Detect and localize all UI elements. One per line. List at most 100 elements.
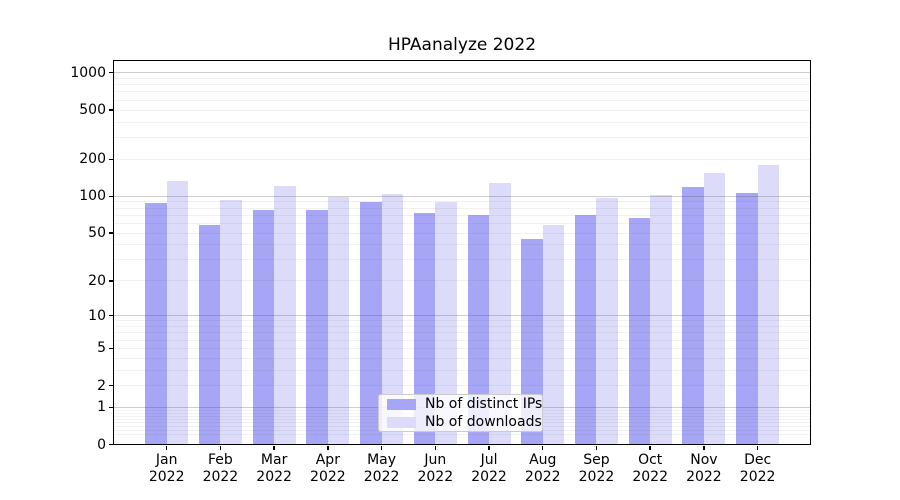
- legend-label: Nb of distinct IPs: [425, 396, 543, 412]
- y-tick-label: 200: [79, 151, 106, 168]
- y-tick-label: 0: [97, 436, 106, 453]
- y-tick: [108, 314, 113, 317]
- x-tick: [327, 445, 329, 451]
- gridline-minor: [114, 320, 810, 322]
- y-tick: [108, 232, 113, 234]
- bar-distinct-ips: [413, 213, 436, 445]
- x-tick: [756, 445, 759, 451]
- bar-distinct-ips: [252, 210, 275, 445]
- x-tick-label: Aug 2022: [524, 452, 561, 485]
- y-tick: [108, 280, 113, 282]
- bar-distinct-ips: [736, 192, 758, 445]
- x-tick-label: Dec 2022: [739, 452, 776, 485]
- y-tick: [108, 109, 113, 111]
- legend-item: Nb of distinct IPs: [387, 396, 542, 412]
- gridline-minor: [114, 77, 810, 79]
- x-tick-label: Jul 2022: [471, 452, 507, 485]
- y-tick: [108, 195, 113, 197]
- bar-distinct-ips: [467, 215, 490, 445]
- gridline-minor: [114, 158, 810, 160]
- bar-downloads: [435, 201, 457, 445]
- gridline-minor: [114, 121, 810, 123]
- x-tick-label: Feb 2022: [202, 452, 239, 485]
- x-tick-label: Apr 2022: [310, 452, 346, 485]
- legend-swatch-distinct-ips: [387, 398, 416, 410]
- x-tick: [488, 445, 490, 451]
- gridline-minor: [114, 222, 810, 224]
- bar-downloads: [650, 194, 672, 445]
- bar-downloads: [703, 173, 726, 445]
- x-tick-label: Sep 2022: [578, 452, 615, 485]
- gridline-minor: [114, 201, 810, 203]
- gridline-minor: [114, 136, 810, 138]
- gridline-minor: [114, 347, 810, 349]
- y-tick-label: 2: [97, 377, 106, 394]
- gridline-minor: [114, 339, 810, 341]
- gridline-minor: [114, 244, 810, 246]
- bar-downloads: [220, 200, 242, 445]
- y-tick: [108, 384, 113, 387]
- gridline-minor: [114, 99, 810, 101]
- x-tick-label: Jan 2022: [148, 452, 185, 485]
- bar-downloads: [596, 197, 618, 445]
- gridline-minor: [114, 207, 810, 209]
- y-tick-label: 5: [97, 340, 106, 357]
- bar-downloads: [381, 193, 404, 445]
- bar-distinct-ips: [574, 215, 597, 445]
- bar-distinct-ips: [306, 210, 328, 445]
- y-tick-label: 1: [97, 399, 106, 416]
- x-tick: [649, 445, 651, 451]
- y-tick-label: 100: [79, 188, 106, 205]
- bar-downloads: [166, 181, 189, 445]
- legend-item: Nb of downloads: [387, 414, 542, 430]
- bar-downloads: [274, 186, 296, 445]
- gridline-minor: [114, 280, 810, 282]
- gridline-minor: [114, 232, 810, 234]
- x-tick: [166, 445, 168, 451]
- y-tick-label: 50: [88, 225, 106, 242]
- bar-downloads: [489, 182, 511, 445]
- x-tick-label: May 2022: [363, 452, 400, 485]
- x-tick: [595, 445, 598, 451]
- bar-distinct-ips: [145, 203, 167, 445]
- x-tick-label: Jun 2022: [417, 452, 454, 485]
- gridline-major: [114, 315, 810, 317]
- gridline-minor: [114, 332, 810, 334]
- y-tick: [108, 406, 113, 409]
- gridline-major: [114, 72, 810, 74]
- x-tick: [219, 445, 222, 451]
- bar-distinct-ips: [521, 238, 543, 445]
- y-tick-label: 20: [88, 272, 106, 289]
- y-tick: [108, 347, 113, 349]
- gridline-minor: [114, 434, 810, 436]
- x-tick-label: Nov 2022: [686, 452, 722, 485]
- x-tick: [380, 445, 383, 451]
- y-tick: [108, 158, 113, 160]
- x-tick-label: Oct 2022: [632, 452, 668, 485]
- gridline-major: [114, 195, 810, 197]
- legend-label: Nb of downloads: [425, 414, 542, 430]
- gridline-minor: [114, 91, 810, 93]
- legend-swatch-downloads: [387, 416, 416, 428]
- gridline-minor: [114, 109, 810, 111]
- gridline-minor: [114, 214, 810, 216]
- bar-distinct-ips: [682, 186, 704, 445]
- gridline-minor: [114, 357, 810, 359]
- gridline-minor: [114, 369, 810, 371]
- y-tick: [108, 444, 113, 446]
- gridline-minor: [114, 84, 810, 86]
- bar-distinct-ips: [198, 225, 221, 445]
- y-tick-label: 10: [88, 307, 106, 324]
- x-tick: [703, 445, 705, 451]
- gridline-minor: [114, 385, 810, 387]
- x-tick: [542, 445, 544, 451]
- bar-downloads: [327, 197, 350, 445]
- x-tick: [273, 445, 275, 451]
- x-tick: [434, 445, 436, 451]
- bar-distinct-ips: [360, 202, 382, 445]
- y-tick-label: 500: [79, 102, 106, 119]
- x-tick-label: Mar 2022: [256, 452, 292, 485]
- bar-distinct-ips: [628, 217, 651, 445]
- chart-title: HPAanalyze 2022: [387, 35, 537, 55]
